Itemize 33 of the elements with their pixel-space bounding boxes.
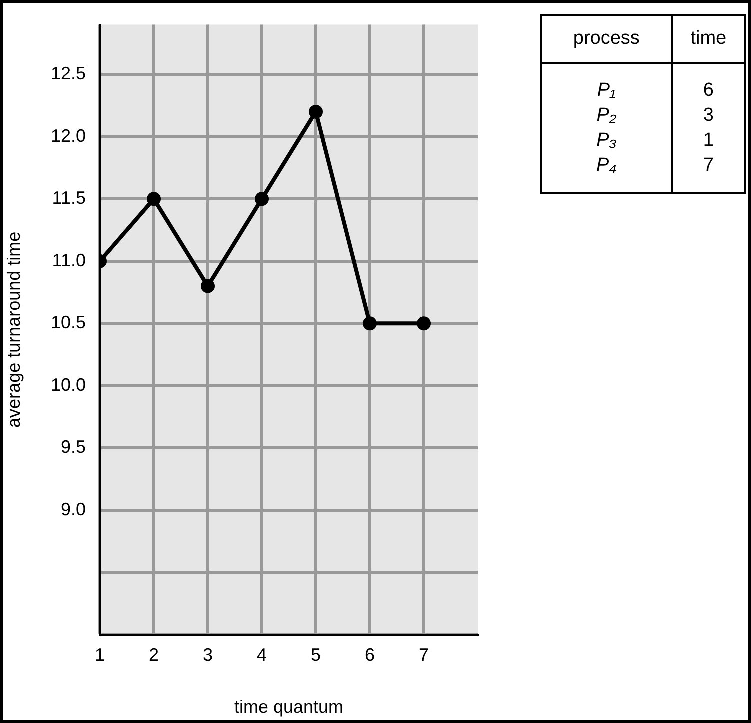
x-tick-label: 7	[418, 644, 430, 665]
x-tick-label: 2	[148, 644, 160, 665]
y-tick-label: 10.5	[50, 312, 86, 333]
point	[363, 316, 377, 331]
y-tick-label: 9.5	[60, 437, 86, 458]
x-tick-label: 4	[256, 644, 268, 665]
x-tick-label: 6	[364, 644, 376, 665]
y-tick-label: 11.0	[52, 250, 86, 270]
point	[147, 192, 161, 206]
text: P₄	[541, 153, 672, 193]
point	[309, 104, 323, 119]
text: 6	[672, 63, 745, 103]
text: P₁	[541, 63, 672, 103]
text: time	[672, 15, 745, 63]
text: P₃	[541, 128, 672, 153]
text: 1	[672, 128, 745, 153]
x-tick-label: 1	[94, 644, 106, 665]
y-tick-label: 12.5	[50, 64, 86, 84]
x-tick-label: 5	[310, 644, 322, 665]
y-tick-label: 11.5	[52, 188, 86, 208]
y-tick-label: 12.0	[50, 126, 86, 146]
point	[201, 279, 215, 294]
text: P₂	[541, 103, 672, 128]
text: process	[541, 15, 672, 63]
x-tick-label: 3	[202, 644, 214, 665]
point	[255, 192, 269, 206]
y-tick-label: 10.0	[50, 374, 86, 395]
x-axis-title: time quantum	[234, 697, 344, 718]
y-axis-title: average turnaround time	[4, 232, 24, 428]
text: 7	[672, 153, 745, 193]
text: 3	[672, 103, 745, 128]
point	[417, 316, 431, 331]
y-tick-label: 9.0	[60, 499, 86, 520]
